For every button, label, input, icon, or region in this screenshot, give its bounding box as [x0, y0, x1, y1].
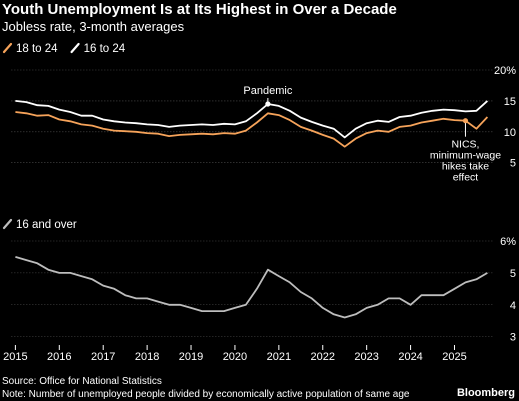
y-tick-label: 10: [504, 127, 516, 139]
annotation-text: NICS,: [451, 139, 479, 151]
legend-label: 16 to 24: [84, 43, 126, 55]
annotation-marker: [462, 118, 469, 124]
y-tick-label: 4: [510, 300, 516, 312]
x-tick-label: 2025: [442, 351, 466, 363]
annotation-text: minimum-wage: [430, 150, 501, 162]
x-tick-label: 2024: [398, 351, 422, 363]
y-tick-label: 5: [510, 268, 516, 280]
x-tick-label: 2015: [3, 351, 27, 363]
annotation-text: effect: [453, 172, 479, 184]
source-note: Source: Office for National Statistics: [2, 376, 162, 387]
annotation-text: hikes take: [442, 161, 489, 173]
series-line-16-and-over: [15, 256, 488, 319]
x-tick-label: 2023: [354, 351, 378, 363]
x-tick-label: 2020: [223, 351, 247, 363]
panel-top: 5 10 15 20% 18 to 24 16 to 24 Pandemic NICS,min…: [2, 42, 516, 184]
x-tick-label: 2022: [311, 351, 335, 363]
y-tick-label: 3: [510, 332, 516, 344]
annotation-marker: [265, 101, 271, 107]
brand-logo: Bloomberg: [456, 387, 515, 399]
x-tick-label: 2019: [179, 351, 203, 363]
panel-bottom: 3 4 5 6% 16 and over 2015 2016 2017 2018 2019 2020…: [2, 218, 516, 363]
legend-swatch: [2, 42, 13, 54]
legend-label: 18 to 24: [16, 43, 58, 55]
y-tick-label: 15: [504, 96, 516, 108]
legend-swatch: [70, 42, 80, 54]
y-tick-label: 20%: [494, 65, 516, 77]
y-tick-label: 5: [510, 158, 516, 170]
y-tick-label: 6%: [500, 236, 516, 248]
x-tick-label: 2016: [47, 351, 71, 363]
x-tick-label: 2017: [91, 351, 115, 363]
series-line-18-to-24: [15, 111, 489, 148]
footnote: Note: Number of unemployed people divide…: [2, 389, 410, 400]
chart-title: Youth Unemployment Is at Its Highest in …: [2, 1, 397, 18]
x-tick-label: 2018: [135, 351, 159, 363]
legend-label: 16 and over: [16, 219, 77, 231]
legend-swatch: [2, 218, 13, 230]
x-tick-label: 2021: [267, 351, 291, 363]
series-line-16-to-24: [15, 100, 489, 139]
annotation-text: Pandemic: [243, 85, 292, 97]
chart-subtitle: Jobless rate, 3-month averages: [2, 19, 185, 34]
